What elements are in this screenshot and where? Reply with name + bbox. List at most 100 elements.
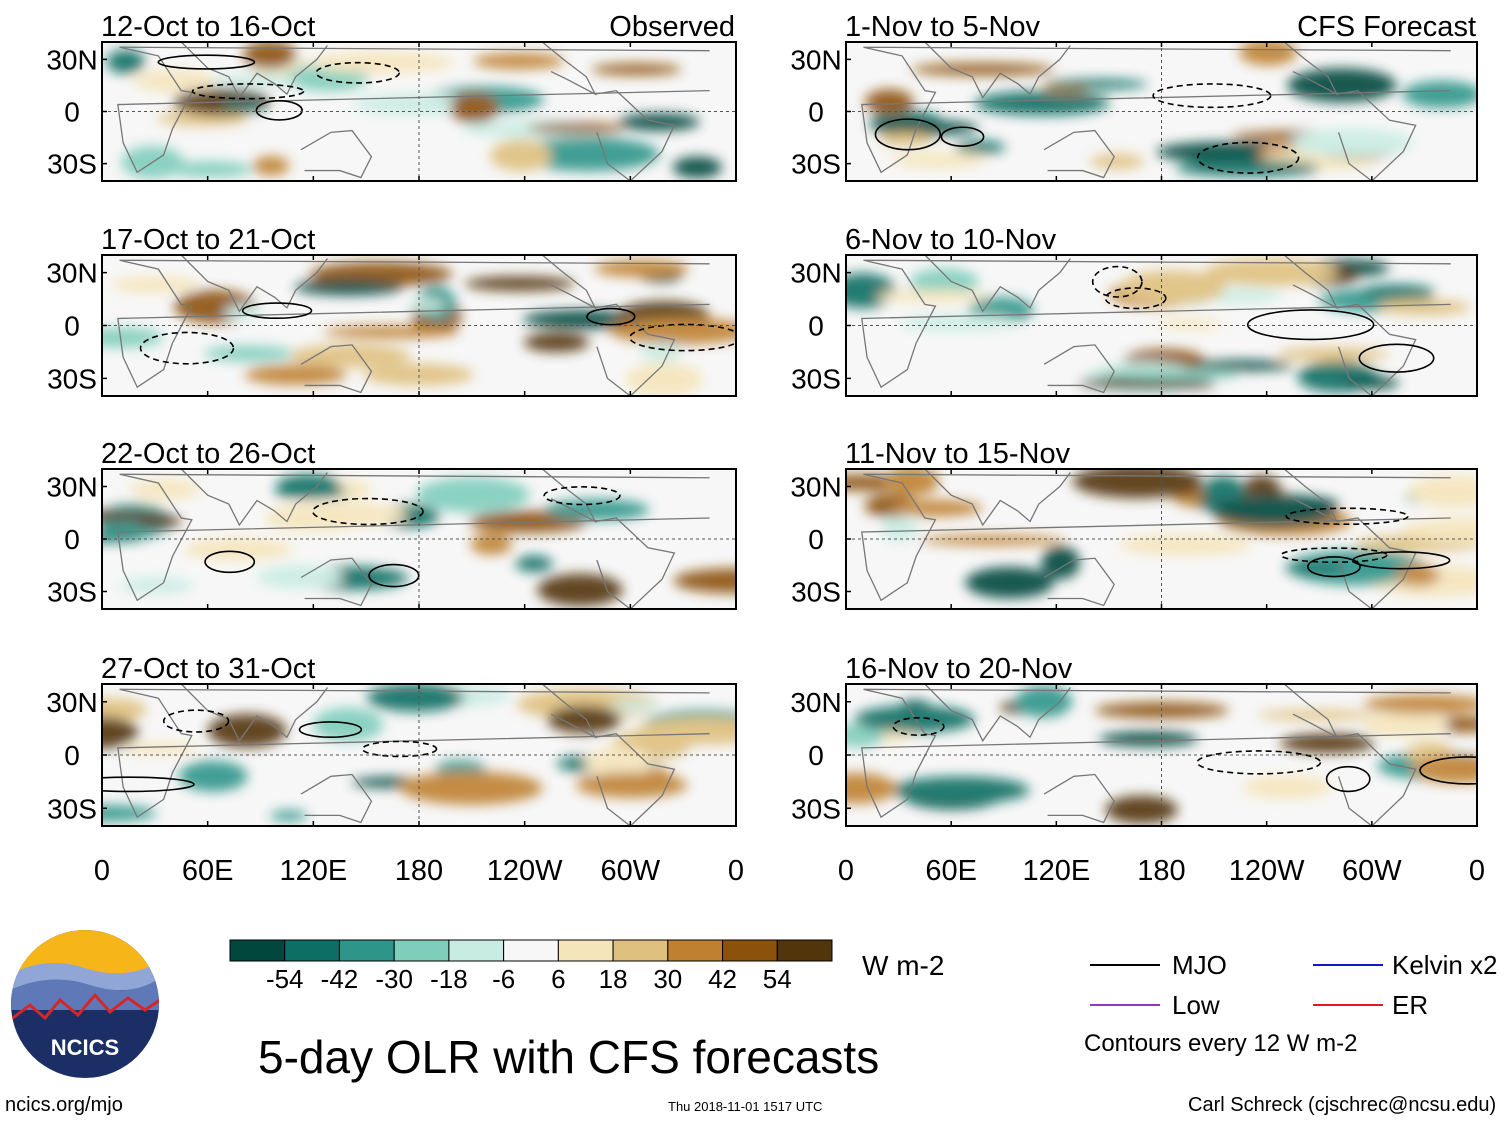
map-panel: 30N 0 30S 1-Nov to 5-Nov CFS Forecast xyxy=(790,11,1478,182)
contour-line xyxy=(1358,343,1435,373)
olr-anomaly-patch xyxy=(884,469,940,496)
coastline xyxy=(180,469,328,527)
lat-tick-label: 30S xyxy=(47,577,97,608)
coastline xyxy=(1283,255,1339,310)
lat-tick-label: 0 xyxy=(808,311,824,342)
olr-anomaly-patch xyxy=(102,805,157,822)
contour-note: Contours every 12 W m-2 xyxy=(1084,1030,1358,1057)
olr-anomaly-patch xyxy=(1396,564,1440,587)
olr-anomaly-patch xyxy=(203,345,294,362)
coastline xyxy=(117,259,710,389)
olr-anomaly-patch xyxy=(974,90,1110,116)
coastlines xyxy=(117,469,710,609)
contour-line xyxy=(1325,765,1371,793)
olr-anomaly-patch xyxy=(1098,731,1199,747)
olr-anomaly-patch xyxy=(1239,42,1298,66)
coastline xyxy=(1336,303,1417,396)
olr-anomaly-patch xyxy=(1377,299,1471,316)
olr-anomaly-patch xyxy=(537,573,623,607)
colorbar-label: -30 xyxy=(375,964,413,994)
olr-anomaly-patch xyxy=(1287,550,1426,586)
colorbar-swatch xyxy=(612,939,669,962)
coastline xyxy=(180,684,328,743)
colorbar-swatch xyxy=(667,939,724,962)
colorbar-label: 54 xyxy=(763,964,792,994)
colorbar-swatch xyxy=(503,939,559,962)
olr-anomaly-patch xyxy=(864,89,914,115)
coastline xyxy=(861,473,1451,602)
period-label: 11-Nov to 15-Nov xyxy=(845,438,1071,470)
figure-title: 5-day OLR with CFS forecasts xyxy=(258,1031,880,1083)
olr-anomaly-patch xyxy=(266,502,408,528)
olr-anomaly-patch xyxy=(473,53,565,70)
coastline xyxy=(300,344,373,394)
olr-anomaly-patch xyxy=(102,716,139,749)
coastline xyxy=(180,255,328,313)
olr-anomaly-patch xyxy=(527,122,625,134)
olr-anomaly-patch xyxy=(919,534,1065,546)
olr-anomaly-patch xyxy=(102,327,163,348)
olr-anomaly-patch xyxy=(609,317,736,345)
contour-line xyxy=(1280,547,1388,563)
olr-anomaly-patch xyxy=(515,555,553,573)
coastline xyxy=(300,773,373,824)
contour-line xyxy=(139,331,235,365)
olr-anomaly-patch xyxy=(846,723,885,748)
coastline xyxy=(1043,557,1115,607)
olr-anomaly-patch xyxy=(911,63,1055,76)
olr-anomaly-patch xyxy=(625,362,704,396)
olr-anomaly-patch xyxy=(289,344,412,368)
coastline xyxy=(595,733,676,826)
mjo-contours xyxy=(1280,507,1451,578)
contour-line xyxy=(1307,556,1361,578)
colorbar-label: 18 xyxy=(599,964,628,994)
coastline xyxy=(924,255,1071,313)
footer-url: ncics.org/mjo xyxy=(5,1094,123,1116)
contour-line xyxy=(940,126,985,147)
olr-anomaly-patch xyxy=(846,772,897,804)
olr-anomaly-patch xyxy=(220,99,267,112)
map-panel: 30N 0 30S 11-Nov to 15-Nov xyxy=(790,438,1478,610)
lat-tick-label: 0 xyxy=(64,740,80,771)
colorbar-label: 6 xyxy=(551,964,565,994)
mjo-contours xyxy=(204,486,621,588)
lon-tick-label: 120E xyxy=(1022,855,1090,887)
olr-anomaly-patch xyxy=(870,120,979,136)
lat-tick-label: 30S xyxy=(47,363,97,394)
map-panel: 30N 0 30S 17-Oct to 21-Oct xyxy=(46,224,737,397)
coastline xyxy=(117,688,710,819)
contour-line xyxy=(241,302,313,320)
olr-anomaly-patch xyxy=(1201,476,1245,508)
coastline xyxy=(117,473,710,602)
olr-anomaly-patch xyxy=(1277,347,1390,361)
olr-anomaly-patch xyxy=(184,537,293,561)
lat-tick-label: 0 xyxy=(808,524,824,555)
coastline xyxy=(1283,684,1339,739)
lon-tick-label: 60W xyxy=(1342,855,1402,887)
contour-line xyxy=(543,486,621,506)
olr-anomaly-field xyxy=(102,259,736,396)
olr-anomaly-patch xyxy=(1243,775,1332,799)
olr-anomaly-patch xyxy=(366,684,465,712)
coastline xyxy=(595,517,676,609)
olr-anomaly-patch xyxy=(400,771,543,805)
coastline xyxy=(924,684,1071,743)
coastline xyxy=(595,89,676,181)
coastline xyxy=(541,684,597,739)
olr-anomaly-patch xyxy=(323,325,459,339)
lon-tick-label: 0 xyxy=(94,855,110,887)
contour-line xyxy=(1246,309,1375,341)
coastlines xyxy=(861,255,1451,396)
olr-anomaly-patch xyxy=(876,289,989,303)
coastlines xyxy=(117,42,710,181)
lat-tick-label: 30N xyxy=(790,472,841,503)
lon-tick-label: 0 xyxy=(838,855,854,887)
period-label: 16-Nov to 20-Nov xyxy=(845,653,1073,685)
period-label: 27-Oct to 31-Oct xyxy=(101,653,315,685)
olr-anomaly-patch xyxy=(1098,369,1242,380)
coastline xyxy=(541,469,597,524)
olr-anomaly-patch xyxy=(416,477,531,513)
olr-anomaly-patch xyxy=(1279,733,1376,754)
mjo-contours xyxy=(157,54,401,121)
